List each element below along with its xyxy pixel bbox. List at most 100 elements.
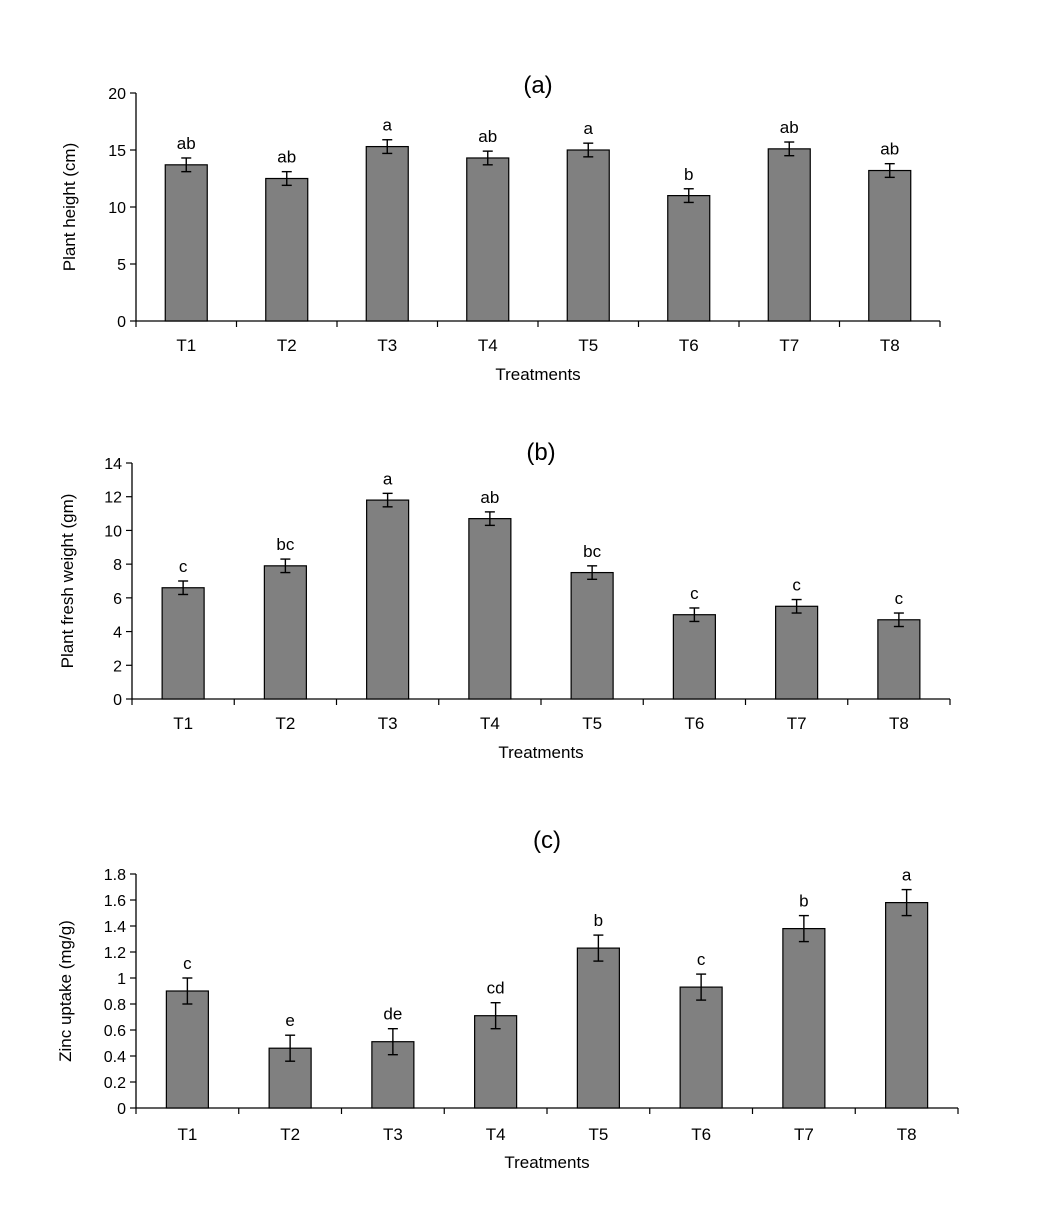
chart-panel-2: (b) 0 2 4 6 8 10 12 14 c T1 bc T2 a T3 ab T4 bc T5 c T6 c T7 c T… bbox=[58, 439, 951, 762]
bar-T5 bbox=[566, 149, 610, 322]
chart-panel-3: (c) 0 0.2 0.4 0.6 0.8 1 1.2 1.4 1.6 1.8 c T1 e T2 de T3 c… bbox=[56, 827, 959, 1172]
significance-label: c bbox=[895, 589, 904, 608]
y-tick-label: 1 bbox=[117, 971, 126, 988]
x-tick-label: T2 bbox=[280, 1125, 300, 1144]
significance-label: ab bbox=[480, 488, 499, 507]
significance-label: ab bbox=[478, 127, 497, 146]
error-bar-T1 bbox=[181, 157, 192, 173]
y-tick-label: 20 bbox=[108, 86, 126, 103]
x-tick-label: T2 bbox=[275, 714, 295, 733]
significance-label: ab bbox=[177, 134, 196, 153]
bar-T4 bbox=[474, 1015, 518, 1109]
bar-T6 bbox=[667, 195, 711, 322]
significance-label: a bbox=[383, 116, 393, 135]
y-axis-label: Plant fresh weight (gm) bbox=[58, 494, 77, 669]
error-bar-T7 bbox=[784, 141, 795, 157]
significance-label: de bbox=[383, 1005, 402, 1024]
significance-label: bc bbox=[276, 535, 294, 554]
error-bar-T6 bbox=[696, 973, 707, 1001]
y-tick-label: 10 bbox=[108, 200, 126, 217]
error-bar-T4 bbox=[490, 1002, 501, 1030]
bar-T4 bbox=[468, 518, 512, 700]
error-bar-T8 bbox=[901, 888, 912, 917]
error-bar-T8 bbox=[884, 162, 895, 179]
error-bar-T2 bbox=[285, 1034, 296, 1062]
significance-label: c bbox=[179, 557, 188, 576]
y-tick-label: 0.6 bbox=[104, 1023, 126, 1040]
error-bar-T6 bbox=[689, 607, 700, 623]
y-tick-label: 1.2 bbox=[104, 945, 126, 962]
y-tick-label: 1.8 bbox=[104, 867, 126, 884]
x-tick-label: T3 bbox=[378, 714, 398, 733]
significance-label: a bbox=[584, 119, 594, 138]
bar-T5 bbox=[570, 571, 614, 700]
bar-T7 bbox=[782, 927, 826, 1109]
x-tick-label: T8 bbox=[889, 714, 909, 733]
x-tick-label: T4 bbox=[480, 714, 500, 733]
bar-T1 bbox=[164, 164, 208, 322]
x-tick-label: T8 bbox=[897, 1125, 917, 1144]
significance-label: c bbox=[183, 954, 192, 973]
significance-label: b bbox=[799, 892, 808, 911]
error-bar-T7 bbox=[798, 914, 809, 943]
x-tick-label: T8 bbox=[880, 336, 900, 355]
chart-title: (c) bbox=[533, 827, 561, 854]
bar-T5 bbox=[576, 947, 620, 1109]
bar-T6 bbox=[672, 614, 716, 700]
significance-label: cd bbox=[487, 979, 505, 998]
error-bar-T3 bbox=[382, 139, 393, 155]
x-tick-label: T5 bbox=[588, 1125, 608, 1144]
y-tick-label: 5 bbox=[117, 257, 126, 274]
bar-T3 bbox=[365, 145, 409, 322]
error-bar-T5 bbox=[583, 142, 594, 158]
error-bar-T5 bbox=[587, 565, 598, 581]
error-bar-T2 bbox=[281, 170, 292, 187]
x-axis-label: Treatments bbox=[498, 743, 583, 762]
error-bar-T1 bbox=[182, 977, 193, 1005]
y-tick-label: 4 bbox=[113, 625, 122, 642]
y-tick-label: 0 bbox=[113, 692, 122, 709]
bar-T1 bbox=[161, 587, 205, 700]
x-axis-label: Treatments bbox=[504, 1153, 589, 1172]
error-bar-T2 bbox=[280, 558, 291, 574]
bar-T4 bbox=[466, 157, 510, 322]
significance-label: ab bbox=[880, 140, 899, 159]
bar-T8 bbox=[868, 169, 912, 322]
error-bar-T4 bbox=[484, 511, 495, 527]
x-tick-label: T6 bbox=[684, 714, 704, 733]
significance-label: b bbox=[684, 165, 693, 184]
x-tick-label: T6 bbox=[679, 336, 699, 355]
x-tick-label: T5 bbox=[578, 336, 598, 355]
bar-T2 bbox=[265, 177, 309, 322]
error-bar-T1 bbox=[178, 580, 189, 596]
bar-T7 bbox=[775, 605, 819, 700]
y-tick-label: 1.4 bbox=[104, 919, 126, 936]
y-tick-label: 0 bbox=[117, 314, 126, 331]
y-tick-label: 14 bbox=[104, 456, 122, 473]
x-tick-label: T4 bbox=[486, 1125, 506, 1144]
x-tick-label: T3 bbox=[383, 1125, 403, 1144]
y-axis-label: Plant height (cm) bbox=[60, 143, 79, 272]
chart-panel-1: (a) 0 5 10 15 20 ab T1 ab T2 a T3 ab T4 a T5 b T6 ab T7 ab T8… bbox=[60, 72, 941, 384]
y-tick-label: 12 bbox=[104, 490, 122, 507]
x-axis-label: Treatments bbox=[495, 365, 580, 384]
y-tick-label: 0.8 bbox=[104, 997, 126, 1014]
bar-T8 bbox=[885, 901, 929, 1109]
significance-label: ab bbox=[780, 118, 799, 137]
x-tick-label: T4 bbox=[478, 336, 498, 355]
y-tick-label: 15 bbox=[108, 143, 126, 160]
bar-T3 bbox=[366, 499, 410, 700]
y-tick-label: 0.2 bbox=[104, 1075, 126, 1092]
x-tick-label: T5 bbox=[582, 714, 602, 733]
y-tick-label: 6 bbox=[113, 591, 122, 608]
chart-title: (b) bbox=[526, 439, 555, 466]
bar-T7 bbox=[767, 148, 811, 322]
y-tick-label: 1.6 bbox=[104, 893, 126, 910]
error-bar-T5 bbox=[593, 934, 604, 962]
significance-label: c bbox=[697, 950, 706, 969]
x-tick-label: T2 bbox=[277, 336, 297, 355]
x-tick-label: T1 bbox=[173, 714, 193, 733]
x-tick-label: T7 bbox=[787, 714, 807, 733]
x-tick-label: T7 bbox=[779, 336, 799, 355]
x-tick-label: T6 bbox=[691, 1125, 711, 1144]
